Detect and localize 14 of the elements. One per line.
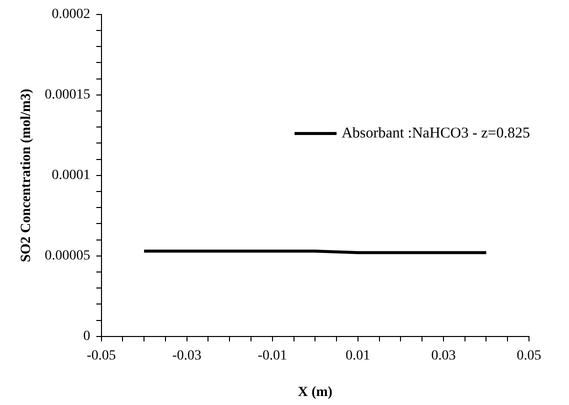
y-axis-title: SO2 Concentration (mol/m3) [19,88,34,262]
y-tick-label: 0.00005 [44,248,90,264]
x-tick-label: -0.05 [86,348,116,364]
legend-label: Absorbant :NaHCO3 - z=0.825 [342,125,530,142]
x-axis-title: X (m) [298,385,333,400]
x-tick-label: -0.03 [172,348,202,364]
x-tick-label: 0.01 [346,348,370,364]
y-tick-label: 0.00015 [44,88,90,103]
y-tick-label: 0.0002 [52,7,90,22]
y-tick-label: 0.0001 [52,168,90,184]
x-tick-label: 0.05 [516,348,542,364]
x-tick-label: -0.01 [258,348,287,364]
x-tick-label: 0.03 [431,348,456,364]
y-tick-label: 0 [83,329,90,344]
